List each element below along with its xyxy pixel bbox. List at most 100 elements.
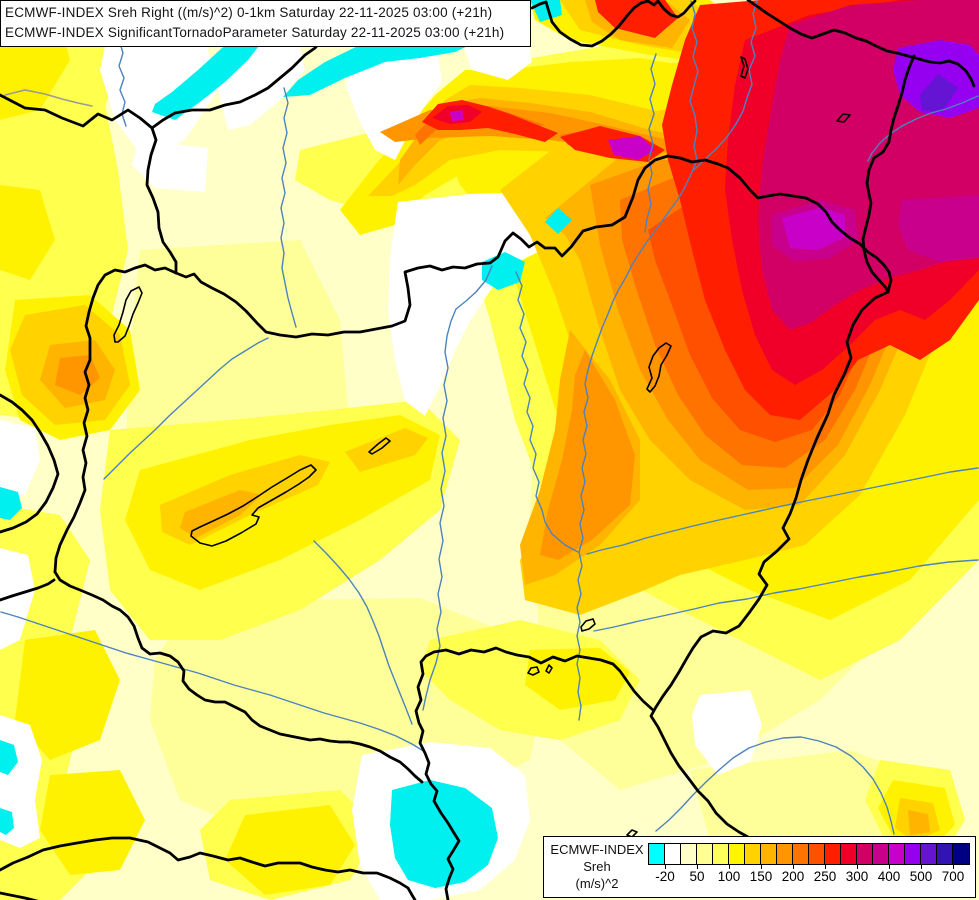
legend-tick-mark — [697, 864, 698, 869]
koros-river-south — [593, 559, 979, 632]
legend-swatch — [809, 844, 825, 864]
legend-swatch — [713, 844, 729, 864]
lakes — [113, 56, 851, 838]
border-fragment — [0, 891, 39, 900]
bodrog-river — [693, 0, 758, 171]
tisza-river — [576, 0, 699, 721]
contour-region — [0, 548, 35, 650]
contour-region — [40, 770, 145, 875]
legend-tick-label: 50 — [689, 869, 705, 884]
legend-swatch — [857, 844, 873, 864]
legend-swatch — [649, 844, 665, 864]
contour-region — [225, 805, 355, 895]
small-lake — [545, 664, 553, 674]
contour-region — [525, 648, 630, 710]
legend-swatch — [665, 844, 681, 864]
lake-tisza — [646, 342, 672, 393]
legend-swatch — [681, 844, 697, 864]
ukraine-romania-border — [861, 54, 916, 294]
maros-river — [655, 736, 895, 835]
czech-austria-border — [0, 28, 332, 130]
austria-hungary-border — [53, 263, 178, 574]
contour-region — [0, 740, 18, 775]
legend-tick-label: 400 — [877, 869, 901, 884]
legend-tick-label: 500 — [909, 869, 933, 884]
contour-region — [898, 195, 979, 262]
legend-swatch — [777, 844, 793, 864]
contour-region — [0, 808, 14, 835]
legend-swatch — [889, 844, 905, 864]
contour-region — [692, 690, 762, 775]
contour-region — [545, 208, 572, 234]
croatia-bosnia-border — [0, 836, 417, 900]
legend-title: ECMWF-INDEX — [550, 842, 644, 857]
contour-region — [0, 487, 22, 520]
slovenia-croatia-border — [0, 578, 56, 602]
legend-swatch — [937, 844, 953, 864]
legend-tick-label: 300 — [845, 869, 869, 884]
contour-region — [595, 0, 678, 38]
legend-swatch — [697, 844, 713, 864]
contour-region — [908, 810, 930, 835]
lake-ferto — [113, 286, 143, 343]
contour-region — [540, 350, 635, 560]
gray-river — [4, 89, 93, 107]
contour-region — [345, 428, 428, 472]
slovakia-poland-border — [530, 0, 697, 48]
legend-swatch — [905, 844, 921, 864]
legend-swatch — [825, 844, 841, 864]
legend-tick-label: 150 — [749, 869, 773, 884]
danube-river — [422, 265, 493, 711]
contour-region — [462, 38, 532, 80]
contour-region — [920, 74, 958, 112]
legend-swatch — [761, 844, 777, 864]
austria-slovenia-border — [0, 393, 60, 534]
title-box: ECMWF-INDEX Sreh Right ((m/s)^2) 0-1km S… — [0, 0, 531, 47]
contour-region — [390, 780, 498, 888]
contour-region — [608, 136, 655, 160]
legend-swatch — [873, 844, 889, 864]
hungary-north-border — [174, 154, 893, 339]
title-line-1: ECMWF-INDEX Sreh Right ((m/s)^2) 0-1km S… — [5, 5, 493, 20]
austria-slovakia-border — [145, 126, 178, 275]
contour-region — [15, 630, 120, 760]
legend-tick-label: 700 — [941, 869, 965, 884]
sio-river — [313, 540, 413, 725]
contour-region — [0, 420, 40, 500]
legend-tick-label: 100 — [717, 869, 741, 884]
hernad-river — [644, 53, 657, 233]
contour-region — [100, 32, 218, 160]
poland-ukraine-border — [746, 0, 976, 88]
legend-tick-mark — [761, 864, 762, 869]
legend-tick-mark — [889, 864, 890, 869]
legend-swatch — [953, 844, 969, 864]
legend-tick-mark — [921, 864, 922, 869]
small-lake — [740, 56, 749, 79]
contour-region — [450, 110, 464, 121]
szamos-river — [867, 95, 979, 162]
legend-swatch — [841, 844, 857, 864]
legend-swatch — [921, 844, 937, 864]
legend-tick-label: -20 — [655, 869, 675, 884]
legend-bar — [648, 843, 970, 865]
lake-velence — [368, 437, 391, 455]
legend-swatch — [729, 844, 745, 864]
raba-river — [103, 337, 269, 480]
hungary-serbia-border — [414, 646, 655, 900]
small-lake — [527, 666, 540, 676]
contour-region — [346, 52, 442, 160]
vah-river — [280, 87, 297, 328]
legend-swatch — [793, 844, 809, 864]
contour-region — [152, 28, 268, 120]
legend-tick-mark — [825, 864, 826, 869]
lake-balaton — [190, 464, 317, 547]
legend-tick-label: 250 — [813, 869, 837, 884]
legend-tick-label: 200 — [781, 869, 805, 884]
legend-units: (m/s)^2 — [575, 876, 619, 891]
legend-swatch — [745, 844, 761, 864]
zagyva-river — [515, 271, 579, 553]
legend-parameter: Sreh — [583, 859, 611, 874]
